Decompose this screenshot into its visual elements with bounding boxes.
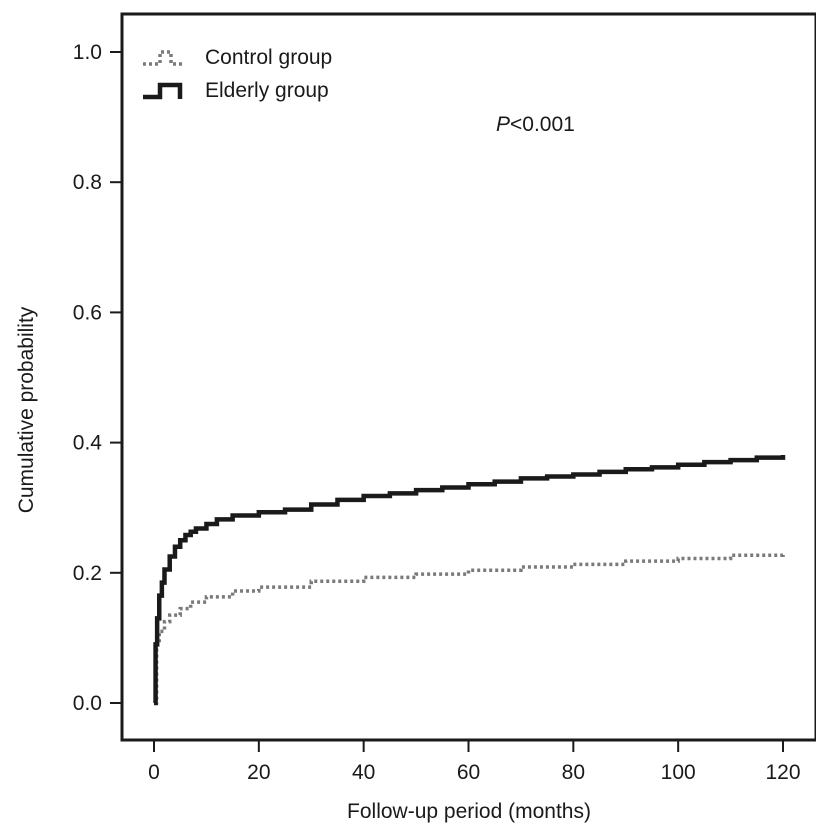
x-axis-label: Follow-up period (months) (347, 800, 591, 823)
x-tick-label: 120 (765, 761, 800, 784)
legend-label-elderly: Elderly group (205, 79, 329, 102)
y-tick-label: 0.8 (73, 171, 102, 194)
y-tick-label: 0.2 (73, 562, 102, 585)
p-value-annotation: P<0.001 (496, 113, 575, 136)
x-axis-ticks: 0 20 40 60 80 100 120 (148, 740, 801, 784)
legend: Control group Elderly group (143, 46, 332, 102)
y-tick-label: 0.6 (73, 301, 102, 324)
y-tick-label: 0.4 (73, 432, 103, 455)
x-tick-label: 100 (661, 761, 696, 784)
series-line-elderly (153, 454, 786, 706)
x-tick-label: 40 (352, 761, 375, 784)
y-tick-label: 0.0 (73, 692, 102, 715)
legend-swatch-control (143, 50, 182, 66)
legend-item-elderly: Elderly group (143, 79, 329, 102)
plot-frame (120, 12, 816, 742)
series-layer (153, 454, 786, 706)
y-axis-label: Cumulative probability (15, 306, 38, 513)
x-tick-label: 60 (457, 761, 480, 784)
legend-label-control: Control group (205, 46, 332, 69)
legend-swatch-elderly (143, 82, 183, 100)
p-value-italic: P (496, 113, 510, 136)
x-tick-label: 80 (562, 761, 585, 784)
x-tick-label: 20 (247, 761, 270, 784)
y-tick-label: 1.0 (73, 41, 102, 64)
series-line-control (154, 551, 785, 705)
p-value-rest: <0.001 (510, 113, 575, 136)
legend-item-control: Control group (143, 46, 332, 69)
y-axis-ticks: 0.0 0.2 0.4 0.6 0.8 1.0 (73, 41, 122, 715)
x-tick-label: 0 (148, 761, 160, 784)
